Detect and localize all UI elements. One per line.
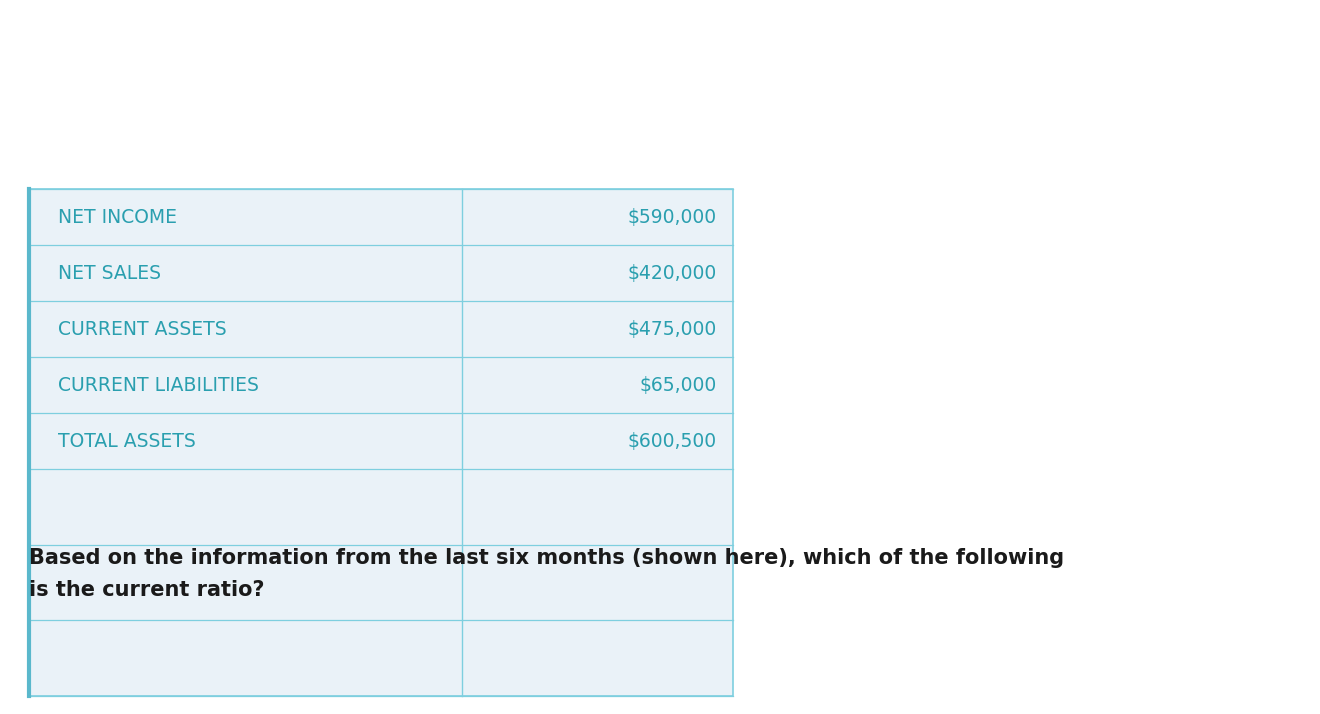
Text: NET INCOME: NET INCOME xyxy=(58,208,177,226)
Text: NET SALES: NET SALES xyxy=(58,263,161,283)
Text: $65,000: $65,000 xyxy=(639,376,717,395)
Text: Based on the information from the last six months (shown here), which of the fol: Based on the information from the last s… xyxy=(29,548,1064,568)
Text: $590,000: $590,000 xyxy=(627,208,717,226)
FancyBboxPatch shape xyxy=(29,189,733,696)
Text: TOTAL ASSETS: TOTAL ASSETS xyxy=(58,431,195,451)
Text: CURRENT ASSETS: CURRENT ASSETS xyxy=(58,320,227,338)
Text: $475,000: $475,000 xyxy=(627,320,717,338)
Text: $600,500: $600,500 xyxy=(627,431,717,451)
Text: $420,000: $420,000 xyxy=(627,263,717,283)
Text: CURRENT LIABILITIES: CURRENT LIABILITIES xyxy=(58,376,259,395)
Text: is the current ratio?: is the current ratio? xyxy=(29,580,264,600)
